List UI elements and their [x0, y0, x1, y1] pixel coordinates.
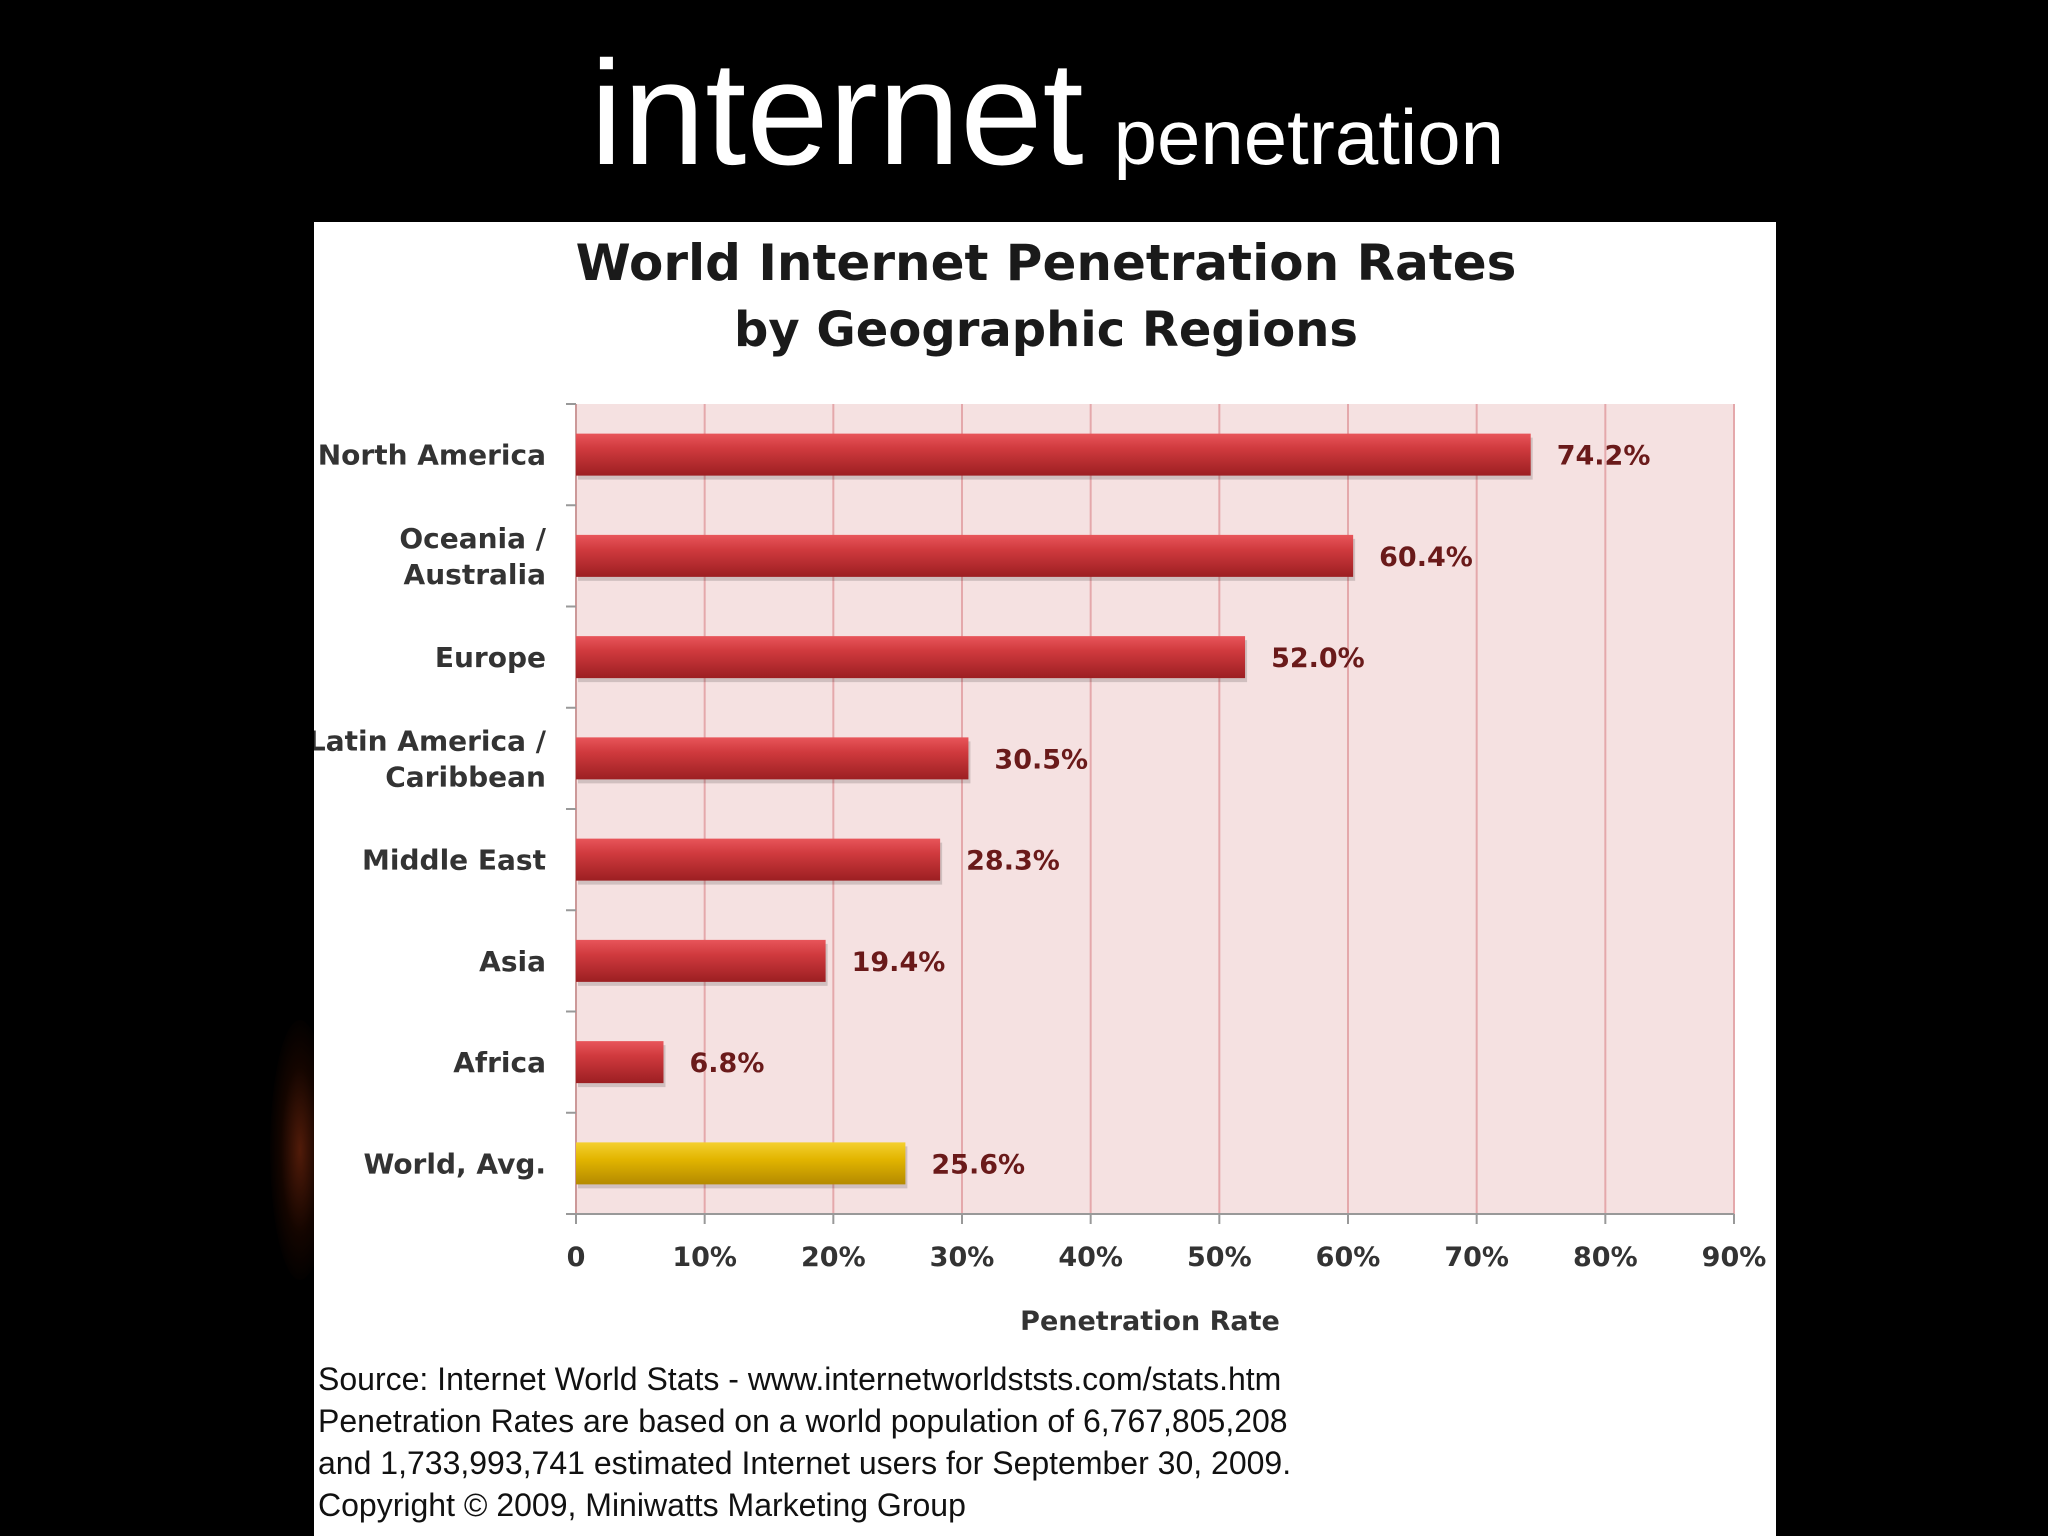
slide-title: internet penetration: [590, 40, 1504, 188]
data-label: 60.4%: [1379, 542, 1473, 573]
bar-chart: World Internet Penetration Rates by Geog…: [314, 234, 1767, 1337]
plot-area: 0 10% 20% 30% 40% 50% 60% 70% 80% 90% 74.2% North A…: [314, 403, 1767, 1273]
x-axis-label: Penetration Rate: [1020, 1306, 1280, 1337]
bar: [576, 838, 941, 881]
slide-title-sub: penetration: [1113, 93, 1504, 181]
bar: [576, 737, 969, 780]
data-label: 25.6%: [931, 1149, 1025, 1180]
category-label: World, Avg.: [363, 1147, 546, 1180]
source-line: and 1,733,993,741 estimated Internet use…: [318, 1445, 1292, 1481]
x-tick-label: 60%: [1316, 1242, 1381, 1273]
chart-subtitle: by Geographic Regions: [734, 302, 1358, 358]
category-label: Asia: [479, 945, 546, 978]
chart-panel: World Internet Penetration Rates by Geog…: [314, 222, 1776, 1536]
x-tick-label: 50%: [1187, 1242, 1252, 1273]
source-line: Penetration Rates are based on a world p…: [318, 1403, 1288, 1439]
data-label: 52.0%: [1271, 643, 1365, 674]
plot-background: [576, 404, 1734, 1214]
bar: [576, 636, 1246, 679]
x-tick-label: 20%: [801, 1242, 866, 1273]
category-label: Europe: [435, 641, 546, 674]
category-label: North America: [318, 439, 546, 472]
source-line: Source: Internet World Stats - www.inter…: [318, 1361, 1282, 1397]
data-label: 30.5%: [994, 744, 1088, 775]
x-tick-label: 70%: [1444, 1242, 1509, 1273]
x-tick-label: 40%: [1058, 1242, 1123, 1273]
bar: [576, 1142, 906, 1185]
x-tick-label: 10%: [672, 1242, 737, 1273]
category-label: Africa: [453, 1046, 546, 1079]
chart-title: World Internet Penetration Rates: [576, 234, 1517, 292]
data-label: 19.4%: [852, 947, 946, 978]
slide-title-main: internet: [590, 31, 1084, 196]
x-tick-label: 0: [567, 1242, 586, 1273]
data-label: 28.3%: [966, 846, 1060, 877]
data-label: 74.2%: [1557, 441, 1651, 472]
x-tick-label: 80%: [1573, 1242, 1638, 1273]
bar: [576, 1041, 664, 1084]
category-label: Latin America / Caribbean: [314, 724, 547, 793]
x-tick-label: 90%: [1702, 1242, 1767, 1273]
x-tick-label: 30%: [930, 1242, 995, 1273]
category-label: Oceania / Australia: [399, 522, 546, 591]
category-label: Middle East: [362, 844, 546, 877]
bar: [576, 433, 1531, 476]
data-label: 6.8%: [689, 1048, 764, 1079]
source-line: Copyright © 2009, Miniwatts Marketing Gr…: [318, 1487, 966, 1523]
bar: [576, 534, 1354, 577]
source-note: Source: Internet World Stats - www.inter…: [318, 1358, 1291, 1526]
bar: [576, 939, 826, 982]
